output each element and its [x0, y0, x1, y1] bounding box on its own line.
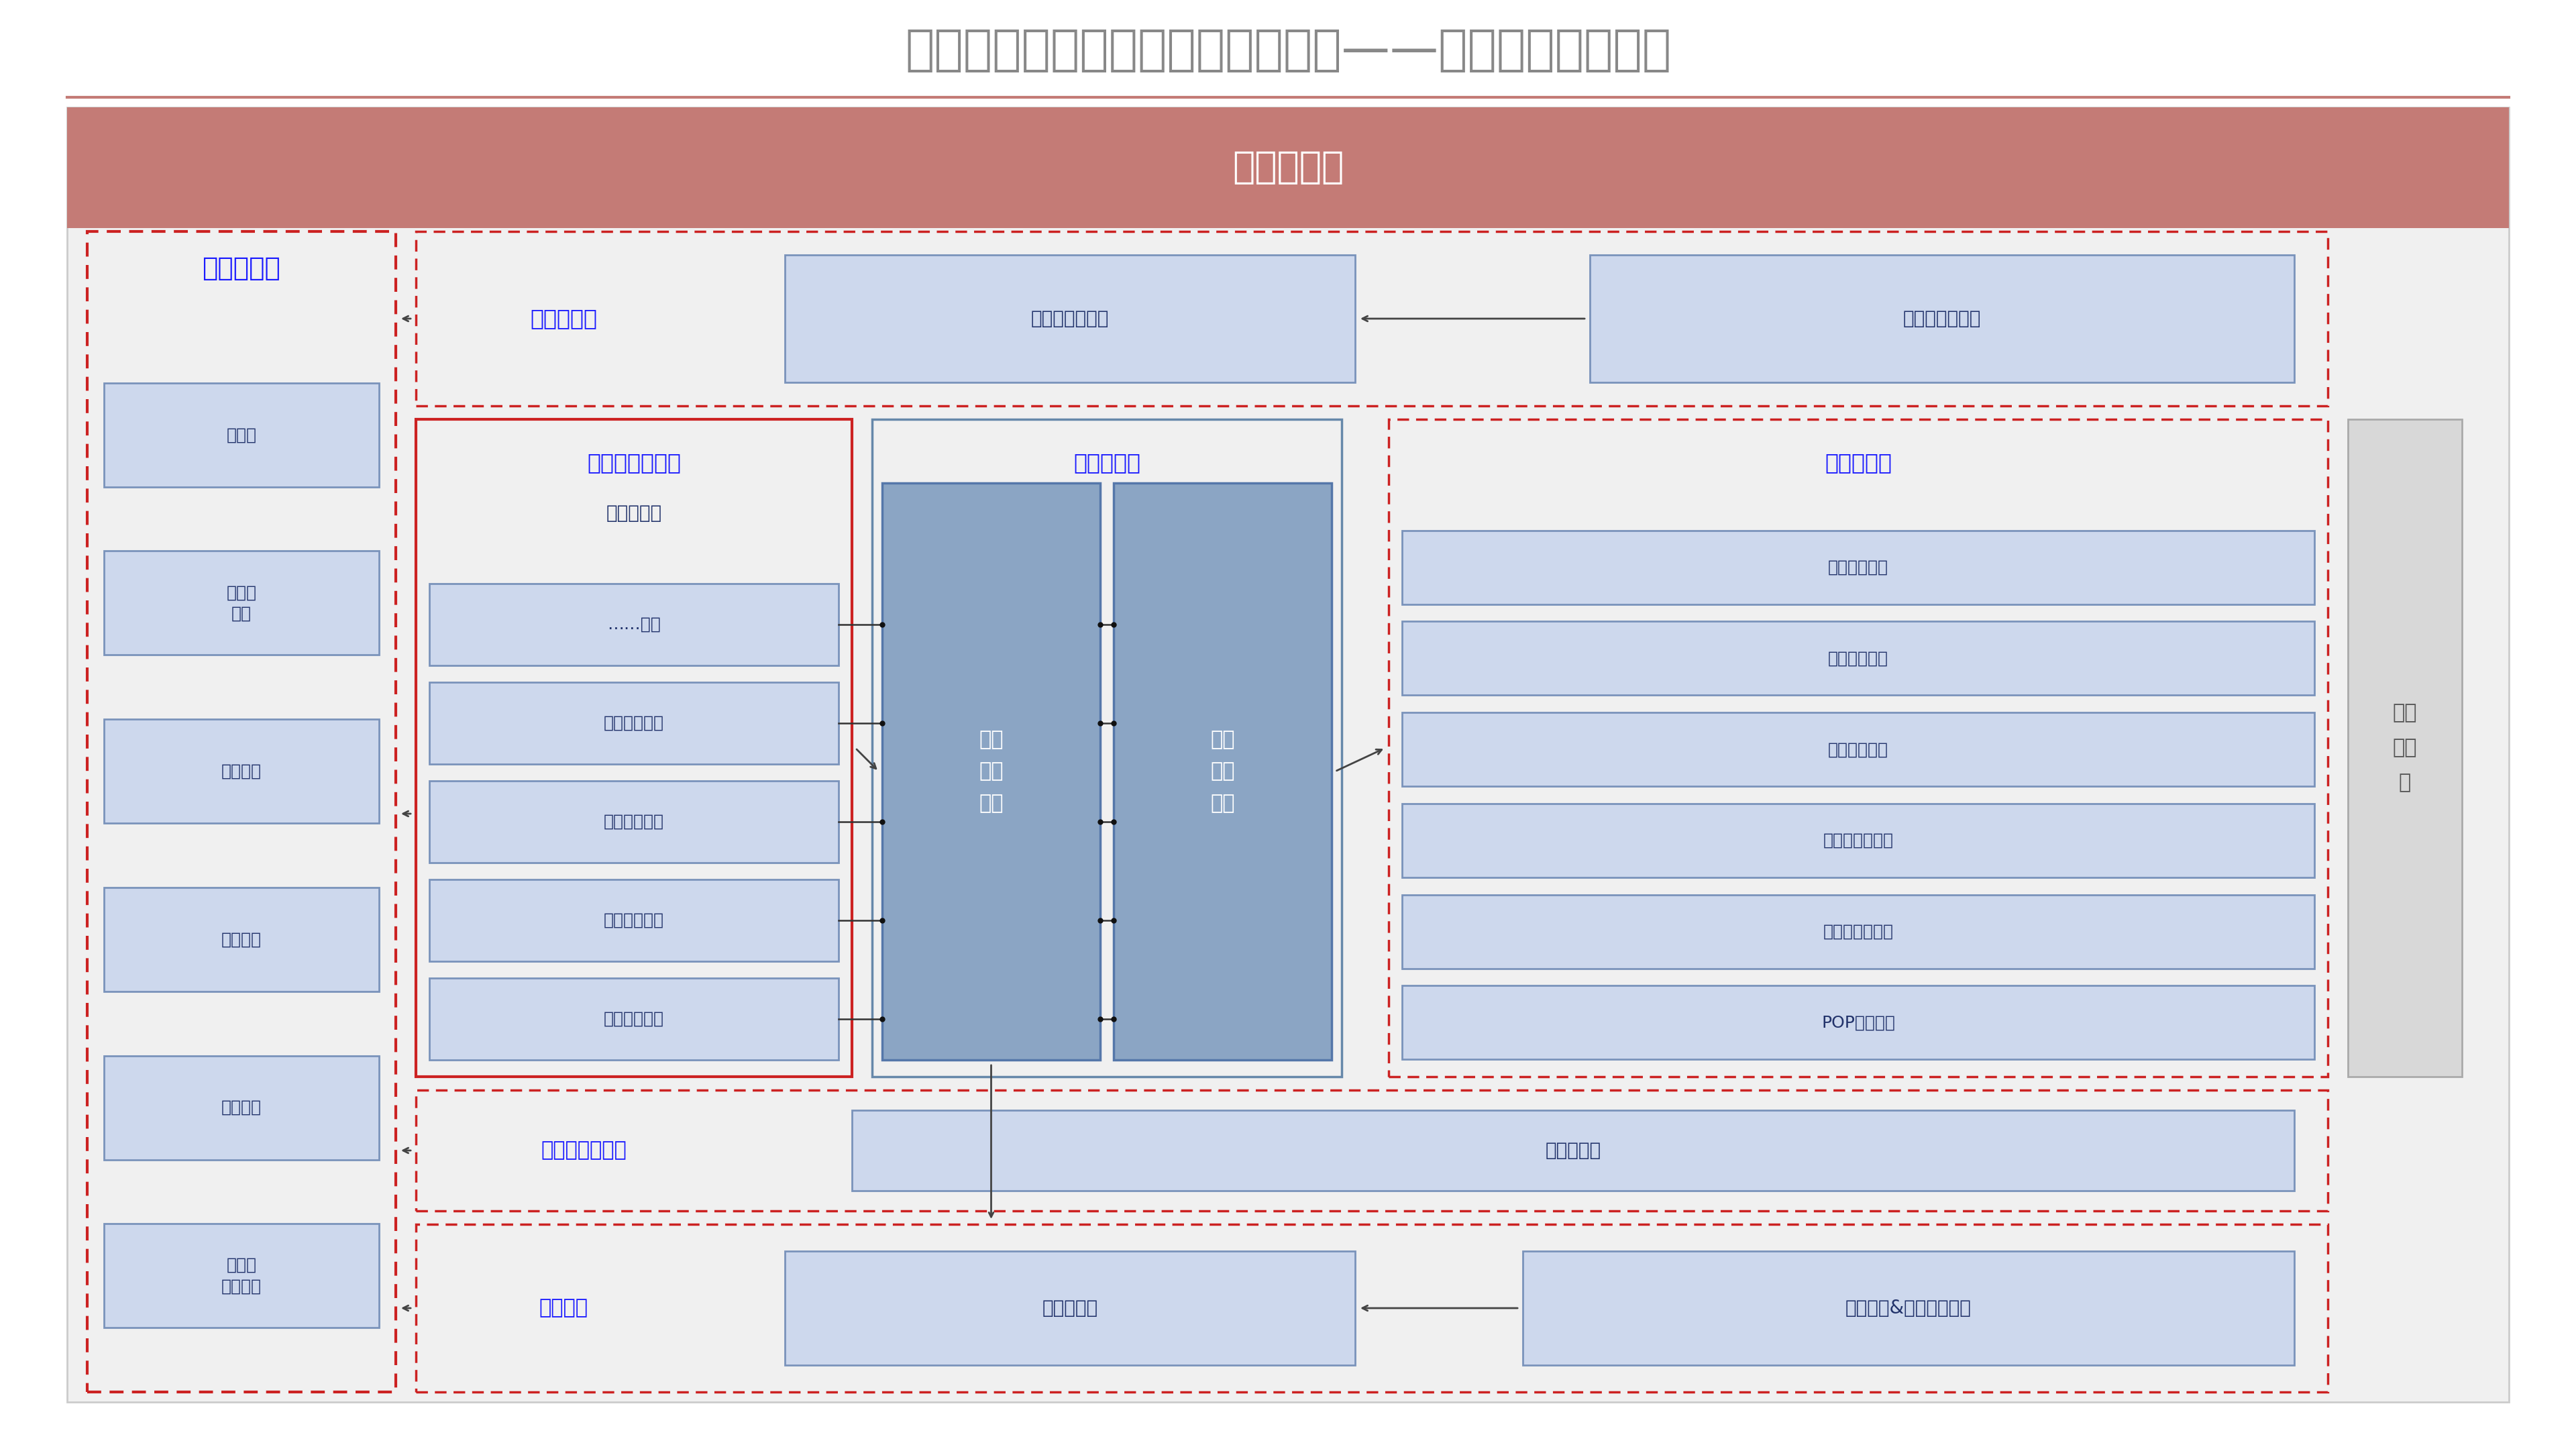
Text: 增值产品数据区: 增值产品数据区	[587, 452, 680, 474]
FancyBboxPatch shape	[430, 781, 840, 862]
Text: 客户管理集市: 客户管理集市	[603, 1011, 665, 1027]
FancyBboxPatch shape	[430, 584, 840, 665]
Text: 实验室数据: 实验室数据	[1546, 1142, 1602, 1159]
Text: 主题
明细
数据: 主题 明细 数据	[1211, 730, 1234, 813]
Text: 财务研发数据: 财务研发数据	[1829, 651, 1888, 667]
Text: 操作型聚合数据: 操作型聚合数据	[1030, 309, 1110, 327]
FancyBboxPatch shape	[1401, 804, 2313, 877]
Text: 归档数据区: 归档数据区	[204, 255, 281, 281]
Text: 大数据: 大数据	[227, 427, 258, 443]
Text: POP自营数据: POP自营数据	[1821, 1014, 1896, 1030]
Text: 结构化数据: 结构化数据	[1043, 1298, 1097, 1317]
FancyBboxPatch shape	[103, 1056, 379, 1159]
FancyBboxPatch shape	[1401, 985, 2313, 1059]
FancyBboxPatch shape	[1522, 1250, 2295, 1365]
Text: ……集市: ……集市	[608, 616, 659, 633]
Text: 财务管理集市: 财务管理集市	[603, 913, 665, 929]
Text: 大物流系统数据: 大物流系统数据	[1824, 923, 1893, 939]
FancyBboxPatch shape	[1401, 622, 2313, 696]
Text: 财务审计数据: 财务审计数据	[1829, 742, 1888, 758]
Text: 沙盘演练数据区: 沙盘演练数据区	[541, 1140, 626, 1161]
FancyBboxPatch shape	[786, 1250, 1355, 1365]
FancyBboxPatch shape	[853, 1110, 2295, 1191]
Text: 源系统
数据文件: 源系统 数据文件	[222, 1258, 263, 1294]
Text: 临时
数据
区: 临时 数据 区	[2393, 703, 2416, 793]
FancyBboxPatch shape	[1113, 483, 1332, 1059]
Text: 实时数据区: 实时数据区	[531, 307, 598, 330]
Text: 贴源数据区: 贴源数据区	[1824, 452, 1891, 474]
Text: 供应链系统数据: 供应链系统数据	[1824, 832, 1893, 849]
FancyBboxPatch shape	[103, 887, 379, 991]
FancyBboxPatch shape	[430, 682, 840, 764]
Text: 金融业务数据: 金融业务数据	[1829, 559, 1888, 575]
FancyBboxPatch shape	[103, 719, 379, 823]
Text: 运营管理集市: 运营管理集市	[603, 814, 665, 830]
FancyBboxPatch shape	[430, 978, 840, 1059]
FancyBboxPatch shape	[103, 1224, 379, 1327]
Text: 非结构化&半结构化数据: 非结构化&半结构化数据	[1844, 1298, 1971, 1317]
FancyBboxPatch shape	[881, 483, 1100, 1059]
FancyBboxPatch shape	[67, 107, 2509, 1403]
Text: 高时效
数据: 高时效 数据	[227, 584, 258, 622]
Text: 操作型明细数据: 操作型明细数据	[1904, 309, 1981, 327]
FancyBboxPatch shape	[1401, 894, 2313, 968]
Text: 数据集成层: 数据集成层	[1231, 149, 1345, 185]
Text: 集市数据区: 集市数据区	[605, 504, 662, 523]
FancyBboxPatch shape	[1401, 713, 2313, 787]
FancyBboxPatch shape	[2347, 419, 2463, 1077]
FancyBboxPatch shape	[67, 107, 2509, 227]
Text: 主题数据: 主题数据	[222, 932, 263, 948]
Text: 主题数据区: 主题数据区	[1074, 452, 1141, 474]
FancyBboxPatch shape	[103, 383, 379, 487]
Text: 公共
汇总
数据: 公共 汇总 数据	[979, 730, 1005, 813]
Text: 风险管理集市: 风险管理集市	[603, 716, 665, 732]
Text: 集市数据: 集市数据	[222, 764, 263, 780]
FancyBboxPatch shape	[1589, 255, 2295, 383]
Text: 大数据区: 大数据区	[538, 1298, 587, 1317]
Text: 企业数字化底座与数字化总体架构——数据存储层数据流: 企业数字化底座与数字化总体架构——数据存储层数据流	[904, 28, 1672, 74]
Text: 贴源数据: 贴源数据	[222, 1100, 263, 1116]
FancyBboxPatch shape	[786, 255, 1355, 383]
FancyBboxPatch shape	[103, 551, 379, 655]
FancyBboxPatch shape	[430, 880, 840, 961]
FancyBboxPatch shape	[1401, 530, 2313, 604]
